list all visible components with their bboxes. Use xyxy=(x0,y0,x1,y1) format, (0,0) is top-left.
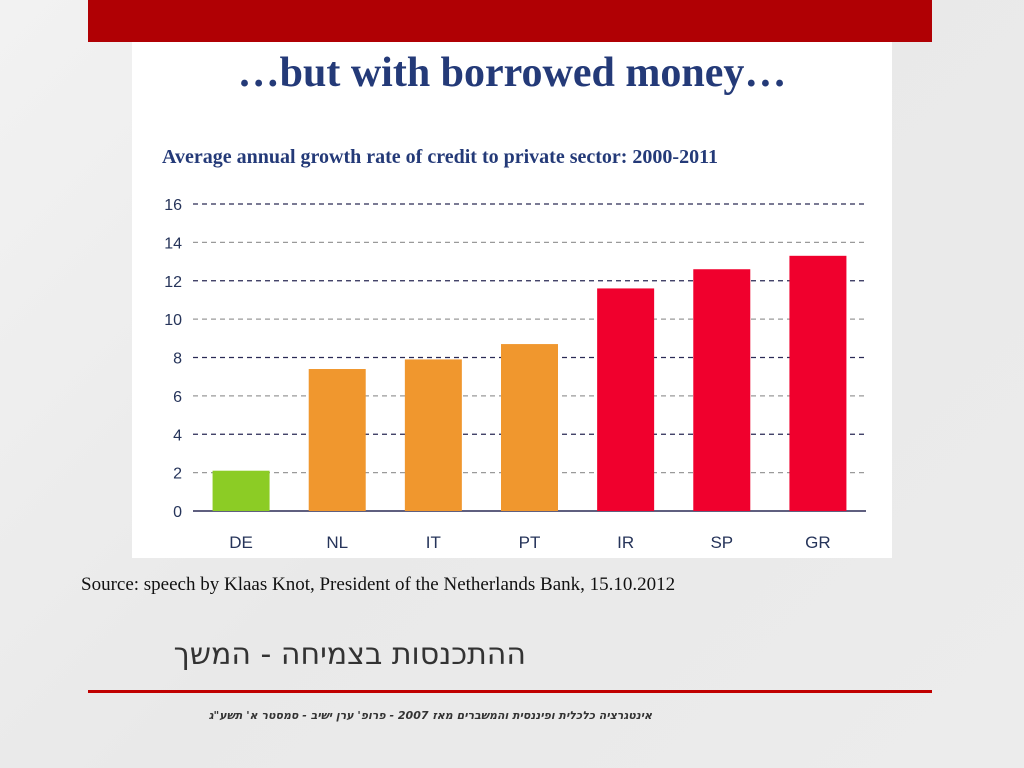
y-tick-label: 4 xyxy=(173,427,182,444)
bar-ir xyxy=(597,288,655,511)
y-tick-label: 6 xyxy=(173,389,182,406)
x-tick-label: NL xyxy=(326,533,348,552)
y-tick-label: 8 xyxy=(173,351,182,368)
slide-title: …but with borrowed money… xyxy=(132,42,892,108)
y-tick-label: 10 xyxy=(164,312,182,329)
y-tick-label: 16 xyxy=(164,197,182,214)
bar-de xyxy=(212,470,270,511)
chart-title: Average annual growth rate of credit to … xyxy=(162,146,718,168)
x-tick-label: IT xyxy=(426,533,441,552)
bottom-divider xyxy=(88,690,932,693)
bar-gr xyxy=(789,255,847,511)
source-note: Source: speech by Klaas Knot, President … xyxy=(81,574,676,595)
x-tick-label: PT xyxy=(519,533,541,552)
x-tick-label: IR xyxy=(617,533,634,552)
y-tick-label: 2 xyxy=(173,466,182,483)
x-tick-label: SP xyxy=(710,533,733,552)
chart-panel: Average annual growth rate of credit to … xyxy=(132,108,892,558)
y-tick-label: 12 xyxy=(164,274,182,291)
hebrew-title: ההתכנסות בצמיחה - המשך xyxy=(173,637,526,672)
y-tick-label: 0 xyxy=(173,504,182,521)
top-accent-bar xyxy=(88,0,932,42)
bar-pt xyxy=(501,344,558,511)
x-tick-label: DE xyxy=(229,533,253,552)
bar-chart: 0 2 4 6 8 10 12 14 16 DE NL IT PT IR SP GR xyxy=(164,197,866,552)
bar-it xyxy=(404,359,462,511)
course-footer: אינטגרציה כלכלית ופיננסית והמשברים מאז 2… xyxy=(208,709,652,722)
bar-nl xyxy=(308,369,366,511)
y-tick-label: 14 xyxy=(164,235,182,252)
x-tick-label: GR xyxy=(805,533,831,552)
bar-sp xyxy=(693,269,751,511)
